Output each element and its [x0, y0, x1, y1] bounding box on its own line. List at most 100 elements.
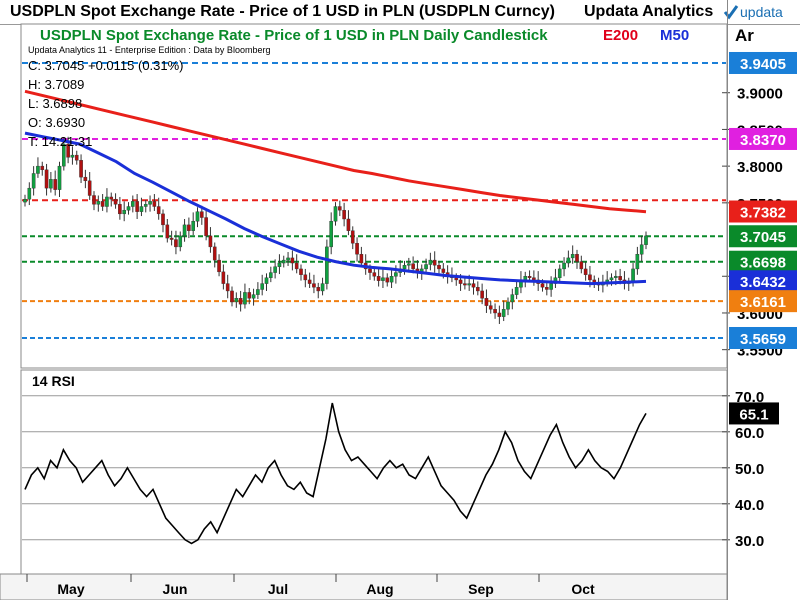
- candle-body: [44, 169, 49, 189]
- candle-body: [195, 211, 200, 222]
- candle-body: [303, 274, 308, 281]
- candle-body: [609, 277, 614, 281]
- candle-body: [497, 312, 502, 317]
- candle-body: [644, 235, 648, 245]
- candle-body: [204, 217, 208, 237]
- candle-body: [264, 277, 269, 284]
- rsi-line: [24, 402, 647, 545]
- candle-body: [277, 262, 282, 267]
- candle-body: [463, 283, 467, 286]
- candle-body: [269, 272, 273, 278]
- candle-body: [122, 209, 126, 215]
- candle-body: [540, 283, 545, 288]
- logo-label: updata: [740, 4, 783, 20]
- candle-body: [100, 201, 105, 207]
- candle-body: [307, 279, 312, 284]
- rsi-tick-label: 30.0: [735, 533, 764, 550]
- candle-body: [131, 201, 135, 207]
- candle-body: [182, 224, 187, 237]
- time-tick-label: Jun: [163, 581, 188, 597]
- candle-body: [514, 287, 519, 295]
- candle-body: [588, 274, 592, 281]
- time-tick-label: May: [57, 581, 84, 597]
- candle-body: [333, 206, 338, 222]
- logo-check-icon: [723, 5, 739, 20]
- candle-body: [454, 277, 459, 281]
- candle-body: [350, 230, 355, 244]
- candle-body: [290, 257, 295, 264]
- candle-body: [338, 206, 342, 211]
- candle-body: [312, 283, 316, 288]
- price-badge: [729, 225, 797, 248]
- candle-body: [549, 283, 553, 290]
- data-source: Updata Analytics 11 - Enterprise Edition…: [28, 45, 271, 55]
- candle-body: [394, 272, 398, 277]
- candle-body: [480, 290, 484, 299]
- candle-body: [217, 259, 221, 273]
- candle-body: [532, 277, 536, 281]
- rsi-tick-label: 40.0: [735, 497, 764, 514]
- candle-body: [118, 204, 122, 215]
- price-badge: [729, 200, 797, 223]
- candle-body: [148, 201, 152, 205]
- candle-body: [49, 179, 53, 189]
- candle-body: [79, 160, 83, 178]
- candle-body: [484, 298, 489, 306]
- candle-body: [230, 290, 234, 303]
- candle-body: [286, 257, 290, 261]
- candle-body: [493, 309, 497, 314]
- price-badge-label: 3.5659: [740, 331, 786, 348]
- candle-body: [165, 224, 170, 239]
- candle-body: [135, 201, 139, 212]
- candle-body: [407, 263, 411, 266]
- candle-body: [169, 237, 174, 240]
- candle-body: [381, 277, 385, 281]
- candle-body: [437, 265, 441, 270]
- price-badge: [729, 290, 797, 313]
- candle-body: [631, 268, 635, 283]
- candle-body: [639, 244, 644, 255]
- candle-body: [256, 289, 260, 295]
- candle-body: [83, 176, 88, 182]
- candle-body: [62, 143, 66, 167]
- rsi-tick-label: 60.0: [735, 425, 764, 442]
- candle-body: [208, 235, 213, 248]
- candle-body: [70, 154, 75, 158]
- candle-body: [273, 266, 277, 273]
- price-badge-label: 3.6698: [740, 255, 786, 272]
- price-panel-frame: [20, 23, 728, 369]
- candle-body: [251, 294, 256, 299]
- title-bar: USDPLN Spot Exchange Rate - Price of 1 U…: [0, 0, 800, 25]
- brand-name: Updata Analytics: [584, 3, 714, 20]
- price-badge-label: 3.7382: [740, 205, 786, 222]
- candle-body: [372, 272, 377, 277]
- candle-body: [221, 271, 226, 284]
- candle-body: [238, 298, 243, 305]
- chart-title: USDPLN Spot Exchange Rate - Price of 1 U…: [40, 27, 548, 44]
- candle-body: [212, 246, 217, 261]
- candle-body: [260, 283, 264, 290]
- price-tick-label: 3.8000: [737, 159, 783, 176]
- candle-body: [66, 143, 70, 158]
- candle-body: [501, 309, 506, 317]
- price-badge-label: 3.6161: [740, 294, 786, 311]
- price-badge-label: 3.9405: [740, 56, 786, 73]
- candle-body: [583, 268, 588, 275]
- time-tick-label: Sep: [468, 581, 494, 597]
- candle-body: [36, 165, 40, 174]
- candle-body: [225, 283, 230, 292]
- candle-body: [614, 276, 618, 278]
- price-badge-label: 3.6432: [740, 274, 786, 291]
- window-title: USDPLN Spot Exchange Rate - Price of 1 U…: [10, 3, 555, 20]
- candle-body: [74, 154, 79, 161]
- time-axis: [0, 573, 728, 600]
- candle-body: [126, 206, 131, 211]
- rsi-title: 14 RSI: [32, 373, 75, 389]
- candle-body: [545, 287, 549, 290]
- candle-body: [57, 165, 62, 190]
- candle-body: [476, 287, 480, 292]
- candle-body: [316, 287, 321, 292]
- price-badge: [729, 270, 797, 293]
- candle-body: [53, 179, 57, 190]
